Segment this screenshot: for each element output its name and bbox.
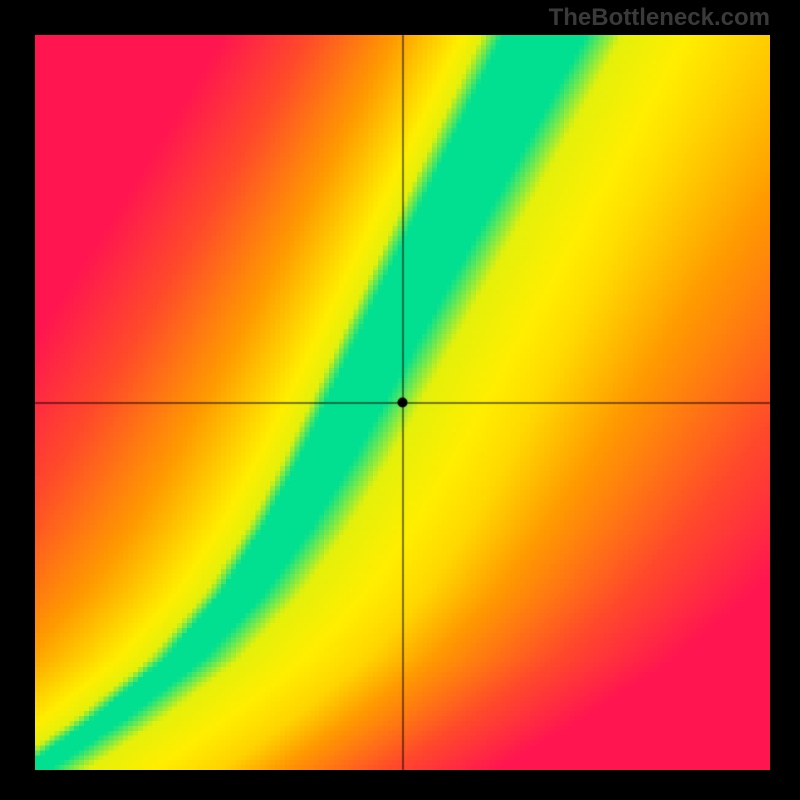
attribution-label: TheBottleneck.com [549,4,770,32]
chart-container: TheBottleneck.com [0,0,800,800]
crosshair-overlay [0,0,800,800]
